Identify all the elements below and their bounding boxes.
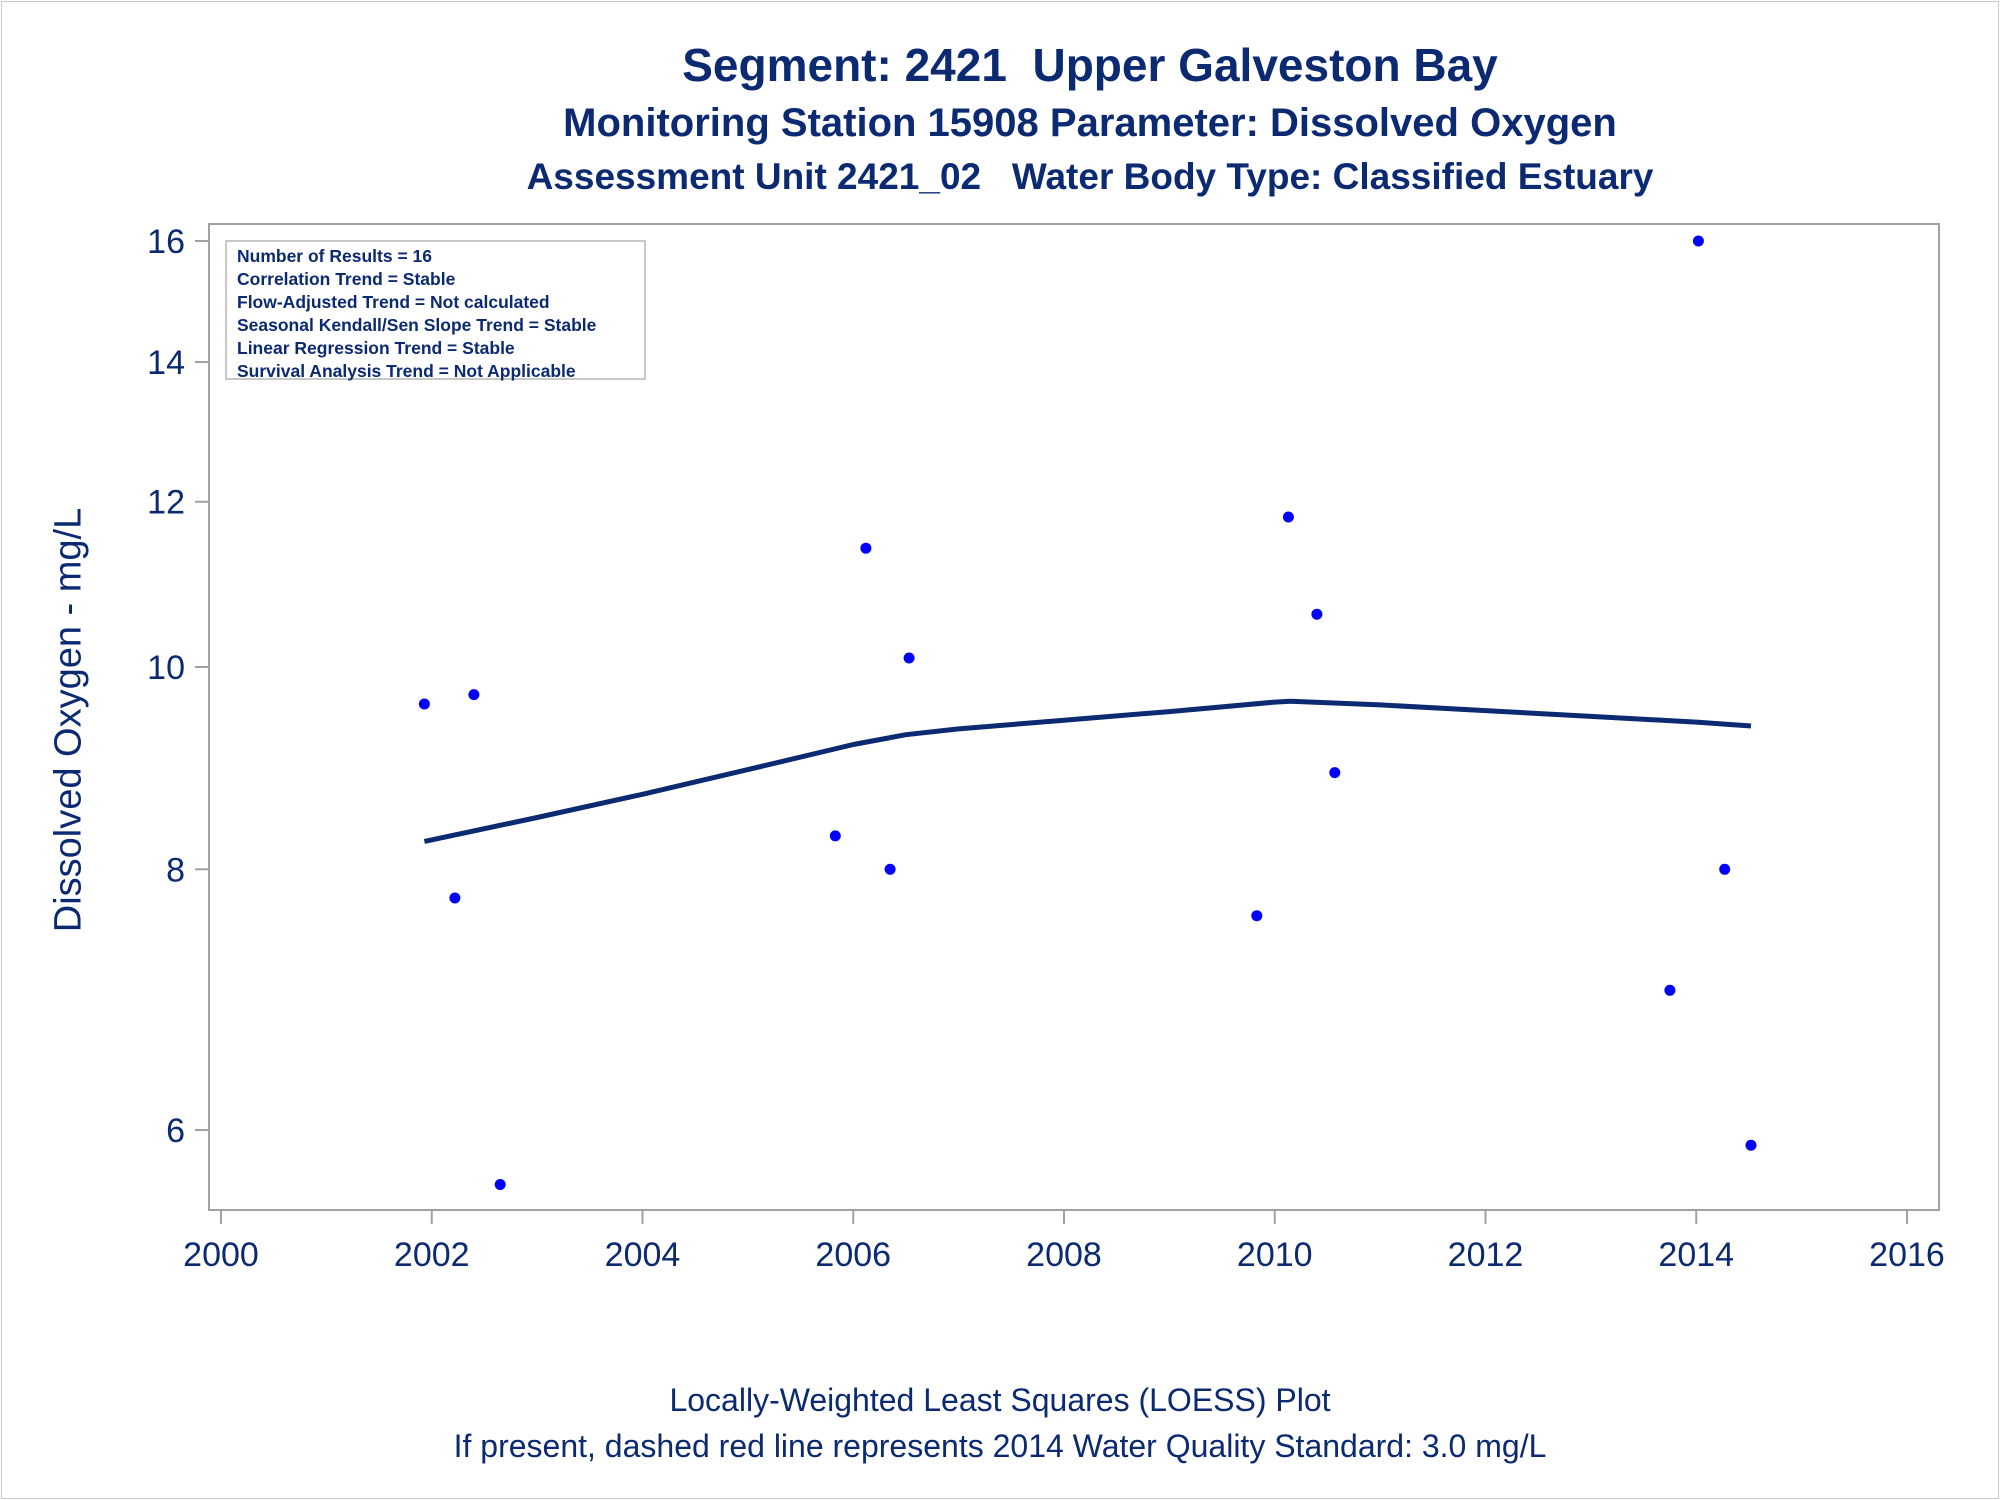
trend-stats-box: Number of Results = 16 Correlation Trend… xyxy=(225,240,646,381)
x-tick-label: 2004 xyxy=(605,1236,681,1274)
data-point xyxy=(418,698,430,710)
chart-subtitle-assessment: Assessment Unit 2421_02 Water Body Type:… xyxy=(526,156,1654,197)
x-tick-label: 2000 xyxy=(183,1236,259,1274)
data-point xyxy=(1329,767,1341,779)
stat-number-of-results: Number of Results = 16 xyxy=(237,246,432,266)
x-tick-label: 2012 xyxy=(1448,1236,1524,1274)
chart-subtitle-station: Monitoring Station 15908 Parameter: Diss… xyxy=(563,101,1617,145)
y-axis-label-container: Dissolved Oxygen - mg/L xyxy=(44,460,94,980)
y-tick-label: 12 xyxy=(147,484,185,522)
y-axis-label: Dissolved Oxygen - mg/L xyxy=(47,507,90,933)
data-point xyxy=(829,830,841,842)
plot-area-frame xyxy=(208,223,1940,1211)
x-axis: 2000 2002 2004 2006 2008 2010 2012 2014 2016 xyxy=(183,1210,1945,1274)
footnote-plot-type: Locally-Weighted Least Squares (LOESS) P… xyxy=(669,1382,1331,1418)
y-tick-label: 16 xyxy=(147,223,185,261)
data-point xyxy=(1692,235,1704,247)
data-point xyxy=(860,542,872,554)
y-axis: 6 8 10 12 14 16 xyxy=(147,223,209,1150)
footnote-water-quality-standard: If present, dashed red line represents 2… xyxy=(453,1428,1547,1464)
data-point xyxy=(468,689,480,701)
chart-title: Segment: 2421 Upper Galveston Bay xyxy=(682,39,1498,91)
x-tick-label: 2016 xyxy=(1869,1236,1945,1274)
y-tick-label: 10 xyxy=(147,649,185,687)
stat-correlation-trend: Correlation Trend = Stable xyxy=(237,269,456,289)
points-layer xyxy=(418,235,1757,1190)
data-point xyxy=(1251,910,1263,922)
x-tick-label: 2008 xyxy=(1026,1236,1102,1274)
data-point xyxy=(494,1179,506,1190)
data-point xyxy=(449,892,461,904)
stat-seasonal-kendall-trend: Seasonal Kendall/Sen Slope Trend = Stabl… xyxy=(237,315,597,335)
data-point xyxy=(1745,1139,1757,1151)
data-point xyxy=(884,863,896,875)
y-tick-label: 8 xyxy=(166,851,185,889)
data-point xyxy=(903,652,915,664)
y-tick-label: 6 xyxy=(166,1112,185,1150)
stat-linear-regression-trend: Linear Regression Trend = Stable xyxy=(237,338,515,358)
data-point xyxy=(1282,511,1294,523)
y-tick-label: 14 xyxy=(147,344,185,382)
loess-layer xyxy=(423,698,1752,844)
loess-curve xyxy=(423,698,1752,844)
data-point xyxy=(1719,863,1731,875)
x-tick-label: 2010 xyxy=(1237,1236,1313,1274)
x-tick-label: 2014 xyxy=(1658,1236,1734,1274)
x-tick-label: 2006 xyxy=(815,1236,891,1274)
data-point xyxy=(1664,984,1676,996)
stat-survival-analysis-trend: Survival Analysis Trend = Not Applicable xyxy=(237,361,576,381)
x-tick-label: 2002 xyxy=(394,1236,470,1274)
stat-flow-adjusted-trend: Flow-Adjusted Trend = Not calculated xyxy=(237,292,550,312)
data-point xyxy=(1311,608,1323,620)
